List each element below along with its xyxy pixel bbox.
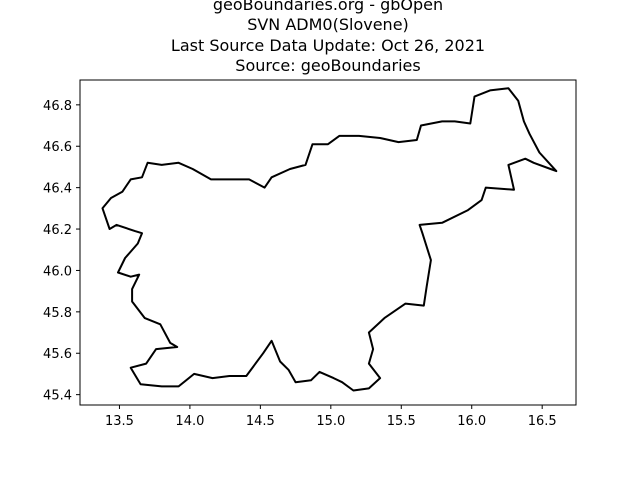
y-tick-label: 45.8	[43, 306, 72, 321]
x-tick-label: 16.5	[528, 414, 557, 429]
y-tick-label: 45.4	[43, 389, 72, 404]
title-line-2: SVN ADM0(Slovene)	[247, 15, 409, 34]
y-tick-label: 45.6	[43, 347, 72, 362]
title-line-1: geoBoundaries.org - gbOpen	[213, 0, 443, 14]
y-tick-label: 46.2	[43, 223, 72, 238]
x-tick-label: 16.0	[457, 414, 486, 429]
country-boundary	[101, 87, 558, 392]
plot-frame	[79, 79, 577, 406]
x-tick-label: 13.5	[105, 414, 134, 429]
y-axis: 45.4 45.6 45.8 46.0 46.2 46.4 46.6 46.8	[43, 99, 80, 404]
plot-area	[79, 79, 577, 406]
y-tick-label: 46.8	[43, 99, 72, 114]
x-tick-label: 14.0	[175, 414, 204, 429]
title-line-4: Source: geoBoundaries	[235, 56, 420, 75]
x-axis: 13.5 14.0 14.5 15.0 15.5 16.0 16.5	[105, 405, 557, 429]
title-block: geoBoundaries.org - gbOpen SVN ADM0(Slov…	[171, 0, 485, 75]
y-tick-label: 46.4	[43, 182, 72, 197]
y-tick-label: 46.0	[43, 264, 72, 279]
x-tick-label: 14.5	[246, 414, 275, 429]
title-line-3: Last Source Data Update: Oct 26, 2021	[171, 36, 485, 55]
x-tick-label: 15.5	[387, 414, 416, 429]
y-tick-label: 46.6	[43, 140, 72, 155]
x-tick-label: 15.0	[316, 414, 345, 429]
